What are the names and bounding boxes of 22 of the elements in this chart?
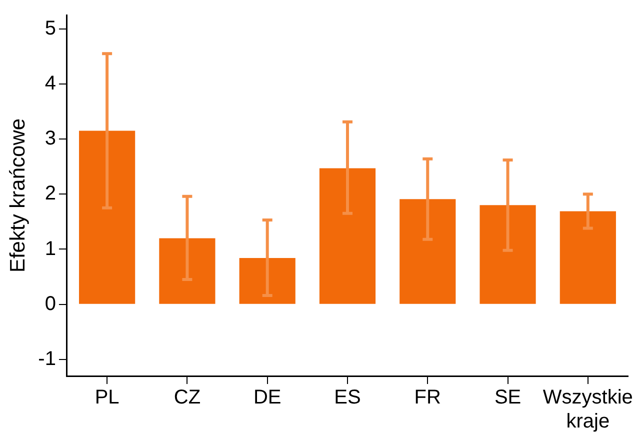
bar	[239, 258, 296, 304]
bar	[159, 238, 216, 304]
x-tick-label: SE	[494, 386, 522, 409]
y-tick-label: 5	[44, 17, 56, 40]
bar	[400, 199, 456, 304]
bar	[79, 130, 136, 304]
x-tick-label: DE	[253, 386, 282, 409]
y-tick-label: 2	[44, 182, 56, 205]
bar	[480, 205, 536, 304]
x-tick-label: CZ	[174, 386, 201, 409]
y-tick-label: 4	[44, 72, 56, 94]
x-tick-label: ES	[334, 386, 361, 409]
y-tick-label: 1	[44, 238, 56, 260]
y-tick-label: 0	[44, 292, 56, 315]
x-tick-label: FR	[414, 386, 441, 409]
y-tick-label: 3	[44, 128, 56, 150]
y-tick-label: -1	[38, 348, 56, 370]
x-tick-label: PL	[94, 386, 120, 409]
y-axis-title: Efekty krańcowe	[6, 118, 30, 273]
bar	[319, 168, 376, 304]
bar	[560, 211, 616, 304]
x-tick-label: Wszystkie kraje	[542, 386, 633, 433]
